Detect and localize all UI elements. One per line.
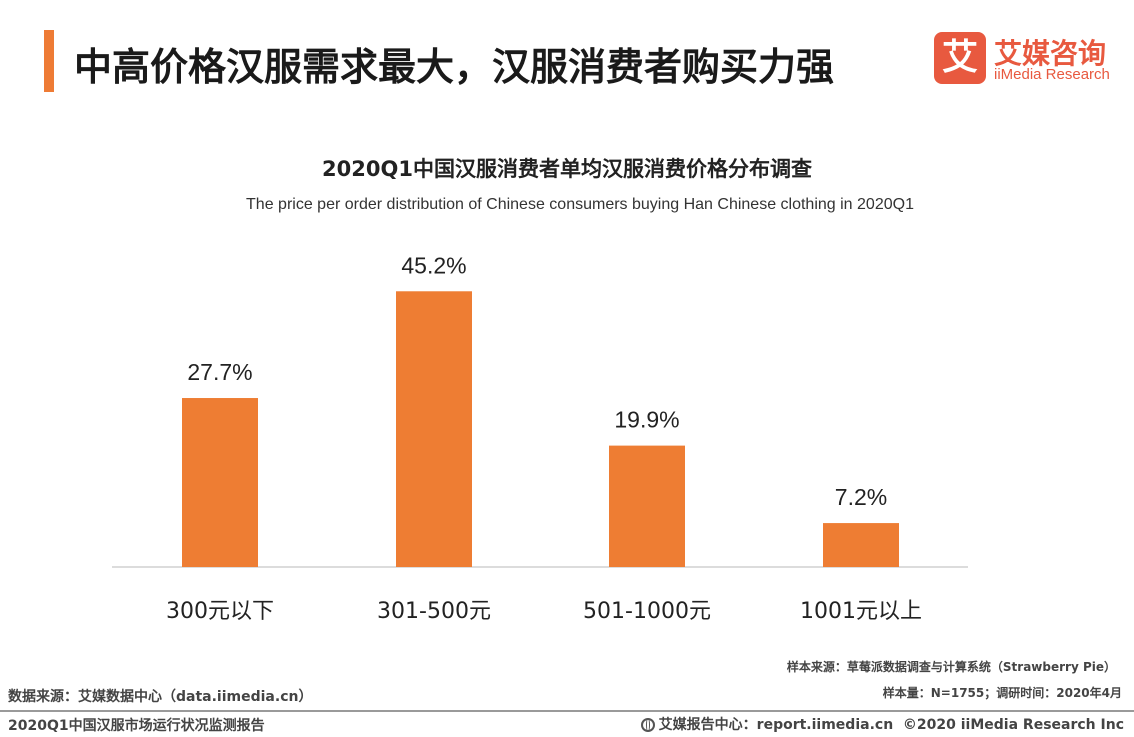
data-label-1: 27.7% — [187, 359, 252, 385]
chart-title: 2020Q1中国汉服消费者单均汉服消费价格分布调查 — [322, 157, 812, 181]
report-center-link[interactable]: 艾媒报告中心：report.iimedia.cn — [658, 717, 894, 733]
footer-divider — [0, 710, 1134, 712]
footer-right: 艾媒报告中心：report.iimedia.cn ©2020 iiMedia R… — [640, 714, 1124, 734]
iimedia-logo: 艾 艾媒咨询 iiMedia Research — [934, 32, 1114, 84]
category-label-1: 300元以下 — [166, 599, 274, 624]
bar-2 — [396, 291, 472, 567]
chart-subtitle: The price per order distribution of Chin… — [246, 196, 914, 213]
category-label-2: 301-500元 — [377, 599, 491, 624]
globe-icon — [640, 718, 655, 732]
sample-size-note: 样本量：N=1755；调研时间：2020年4月 — [882, 686, 1122, 700]
copyright-text: ©2020 iiMedia Research Inc — [902, 717, 1124, 733]
report-name: 2020Q1中国汉服市场运行状况监测报告 — [8, 718, 265, 734]
data-source-note: 数据来源：艾媒数据中心（data.iimedia.cn） — [8, 689, 313, 705]
sample-source-note: 样本来源：草莓派数据调查与计算系统（Strawberry Pie） — [786, 660, 1116, 674]
logo-cn-text: 艾媒咨询 — [994, 37, 1107, 70]
bar-3 — [609, 445, 685, 567]
bar-1 — [182, 398, 258, 567]
logo-mark-icon: 艾 — [934, 32, 986, 84]
data-label-4: 7.2% — [835, 484, 887, 510]
bar-4 — [823, 523, 899, 567]
category-label-3: 501-1000元 — [583, 599, 711, 624]
logo-en-text: iiMedia Research — [994, 66, 1110, 83]
title-accent-bar — [44, 30, 54, 92]
category-label-4: 1001元以上 — [800, 599, 922, 624]
data-label-3: 19.9% — [614, 407, 679, 433]
data-label-2: 45.2% — [401, 252, 466, 278]
page-title: 中高价格汉服需求最大，汉服消费者购买力强 — [74, 45, 835, 89]
